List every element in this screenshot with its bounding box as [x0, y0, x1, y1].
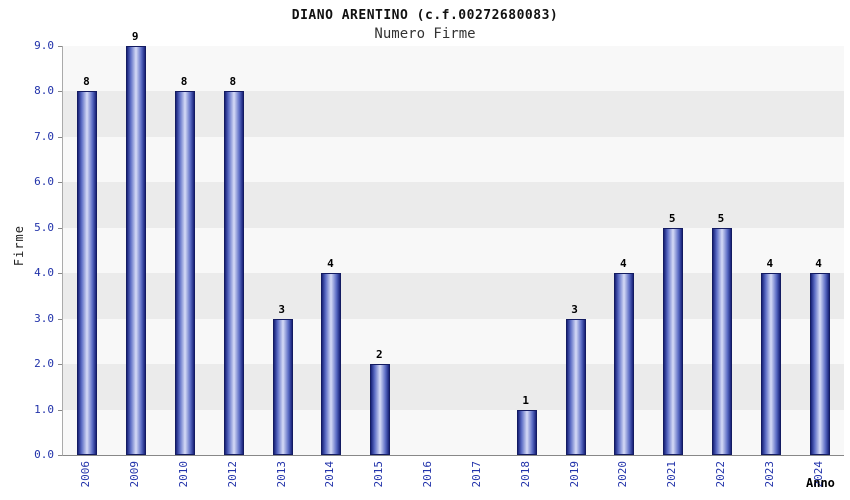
y-tick-label: 9.0: [34, 39, 54, 52]
bar-value-label: 3: [278, 302, 285, 316]
x-tick-label: 2009: [128, 461, 142, 488]
x-tick-label: 2023: [762, 461, 776, 488]
bar-value-label: 8: [180, 75, 188, 89]
y-tick-mark: [58, 46, 62, 47]
bar-value-label: 4: [815, 257, 822, 271]
x-tick-label: 2012: [225, 461, 239, 488]
bar-value-label: 9: [131, 30, 139, 43]
y-tick-label: 6.0: [34, 175, 54, 189]
x-tick-label: 2013: [274, 461, 288, 488]
bar-2014: [321, 273, 342, 455]
bar-2009: [126, 46, 147, 455]
bar-2019: [565, 318, 586, 455]
bar-value-label: 8: [83, 75, 90, 89]
x-axis-title: Anno: [806, 476, 835, 490]
y-tick-label: 0.0: [34, 448, 54, 461]
bar-2022: [711, 227, 732, 455]
bar-2006: [77, 91, 98, 455]
x-tick-label: 2016: [421, 461, 435, 488]
y-tick-mark: [58, 409, 62, 411]
bar-2012: [223, 91, 244, 455]
x-tick-label: 2015: [372, 461, 386, 488]
bar-2020: [614, 273, 635, 455]
bar-2013: [272, 318, 293, 455]
y-tick-label: 7.0: [34, 129, 54, 143]
bar-value-label: 8: [229, 75, 237, 89]
x-tick-label: 2019: [567, 461, 581, 488]
chart-title: DIANO ARENTINO (c.f.00272680083): [291, 8, 559, 23]
y-tick-mark: [58, 273, 62, 275]
bar-value-label: 4: [766, 257, 774, 271]
x-tick-label: 2022: [713, 461, 727, 488]
x-tick-label: 2006: [79, 461, 93, 488]
x-tick-label: 2014: [323, 461, 337, 488]
bar-2024: [809, 273, 830, 455]
y-tick-mark: [58, 455, 62, 456]
bar-2010: [175, 91, 196, 455]
x-tick-label: 2020: [616, 461, 630, 488]
y-tick-label: 4.0: [34, 266, 54, 280]
y-tick-mark: [58, 182, 62, 184]
x-tick-label: 2018: [518, 461, 532, 488]
plot-band: [63, 46, 844, 92]
bar-2015: [370, 364, 391, 455]
y-tick-mark: [58, 91, 62, 93]
y-tick-mark: [58, 364, 62, 366]
x-tick-label: 2021: [665, 461, 679, 488]
y-tick-label: 5.0: [34, 220, 54, 234]
y-tick-label: 1.0: [34, 402, 54, 416]
bar-value-label: 5: [668, 211, 676, 225]
x-tick-label: 2010: [177, 461, 191, 488]
y-tick-label: 3.0: [34, 311, 54, 325]
y-tick-label: 2.0: [34, 357, 54, 371]
bar-value-label: 4: [327, 257, 334, 271]
bar-value-label: 2: [375, 348, 383, 362]
bar-2021: [663, 227, 684, 455]
bar-value-label: 5: [717, 211, 725, 225]
bar-value-label: 4: [620, 257, 627, 271]
y-tick-mark: [58, 136, 62, 138]
bar-value-label: 1: [522, 393, 530, 407]
bar-value-label: 3: [571, 302, 578, 316]
plot-area: [62, 46, 844, 456]
y-tick-mark: [58, 318, 62, 320]
bar-2023: [760, 273, 781, 455]
x-tick-label: 2017: [469, 461, 483, 488]
y-tick-mark: [58, 227, 62, 229]
bar-2018: [516, 409, 537, 455]
y-tick-label: 8.0: [34, 84, 54, 98]
chart-subtitle: Numero Firme: [374, 26, 476, 42]
